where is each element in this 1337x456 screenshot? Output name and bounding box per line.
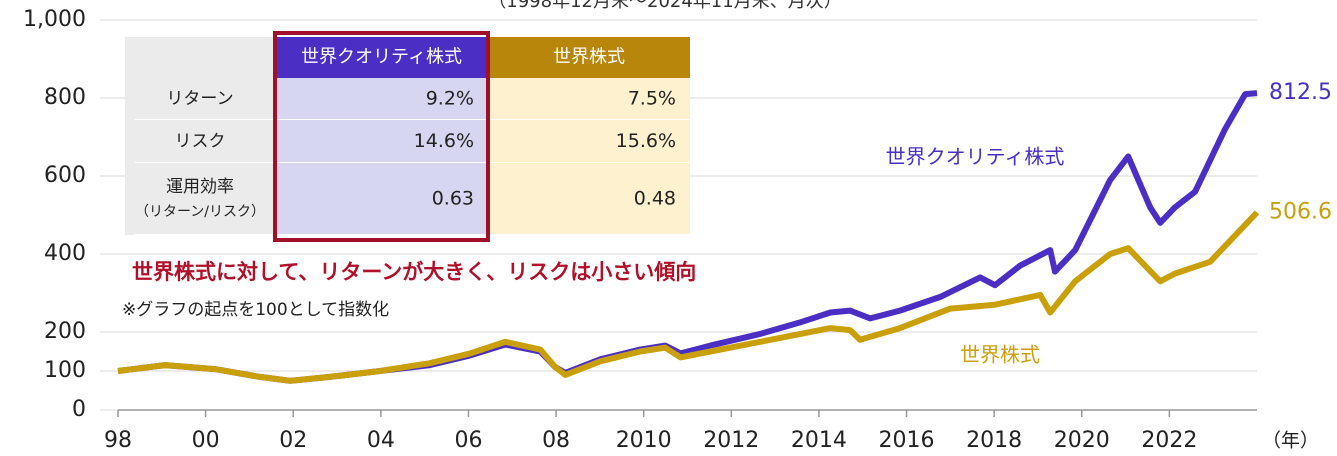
note: ※グラフの起点を100として指数化 <box>122 300 389 320</box>
table-corner <box>125 37 275 78</box>
x-tick-label: 2014 <box>791 428 847 453</box>
table-value: 15.6% <box>616 130 676 152</box>
table-label-cell <box>125 120 275 163</box>
table-header-cell <box>488 37 690 78</box>
end-label: 506.6 <box>1269 199 1332 224</box>
x-tick-label: 04 <box>367 428 395 453</box>
table-value: 9.2% <box>426 88 474 110</box>
table-row-sublabel: （リターン/リスク） <box>135 204 265 220</box>
y-tick-label: 800 <box>44 85 86 110</box>
table-value: 14.6% <box>414 130 474 152</box>
highlight-frame <box>273 31 490 242</box>
table-header-cell <box>275 37 488 78</box>
table-value: 7.5% <box>628 88 676 110</box>
x-tick-label: 2020 <box>1054 428 1110 453</box>
x-tick-label: 2012 <box>703 428 759 453</box>
y-tick-label: 100 <box>44 358 86 383</box>
table-header: 世界株式 <box>553 47 625 68</box>
x-tick-label: 06 <box>454 428 482 453</box>
table-cell <box>488 163 690 235</box>
y-tick-label: 400 <box>44 241 86 266</box>
series-label: 世界株式 <box>960 343 1040 367</box>
chart-title: （1998年12月末～2024年11月末、月次） <box>488 0 841 12</box>
x-tick-label: 2010 <box>616 428 672 453</box>
x-tick-label: 2016 <box>879 428 935 453</box>
x-tick-label: 02 <box>279 428 307 453</box>
table-row-label: 運用効率 <box>166 177 234 197</box>
y-tick-label: 200 <box>44 319 86 344</box>
table-cell <box>488 120 690 163</box>
x-tick-label: 08 <box>542 428 570 453</box>
table-label-cell <box>125 78 275 120</box>
table-cell <box>275 120 488 163</box>
table-value: 0.48 <box>634 188 676 210</box>
x-tick-label: 00 <box>192 428 220 453</box>
table-value: 0.63 <box>432 188 474 210</box>
table-header: 世界クオリティ株式 <box>301 47 462 68</box>
series-label: 世界クオリティ株式 <box>886 145 1065 169</box>
x-unit: （年） <box>1262 430 1319 452</box>
end-label: 812.5 <box>1269 80 1332 105</box>
table-cell <box>488 78 690 120</box>
x-tick-label: 2018 <box>966 428 1022 453</box>
table-cell <box>275 78 488 120</box>
table-row-label: リターン <box>166 89 233 109</box>
table-label-cell <box>125 163 275 235</box>
x-tick-label: 98 <box>104 428 132 453</box>
annotation: 世界株式に対して、リターンが大きく、リスクは小さい傾向 <box>132 260 696 284</box>
table-cell <box>275 163 488 235</box>
y-tick-label: 600 <box>44 163 86 188</box>
y-tick-label: 1,000 <box>23 7 86 32</box>
y-tick-label: 0 <box>72 397 86 422</box>
x-tick-label: 2022 <box>1141 428 1197 453</box>
table-row-label: リスク <box>175 132 226 152</box>
line <box>117 210 1260 384</box>
